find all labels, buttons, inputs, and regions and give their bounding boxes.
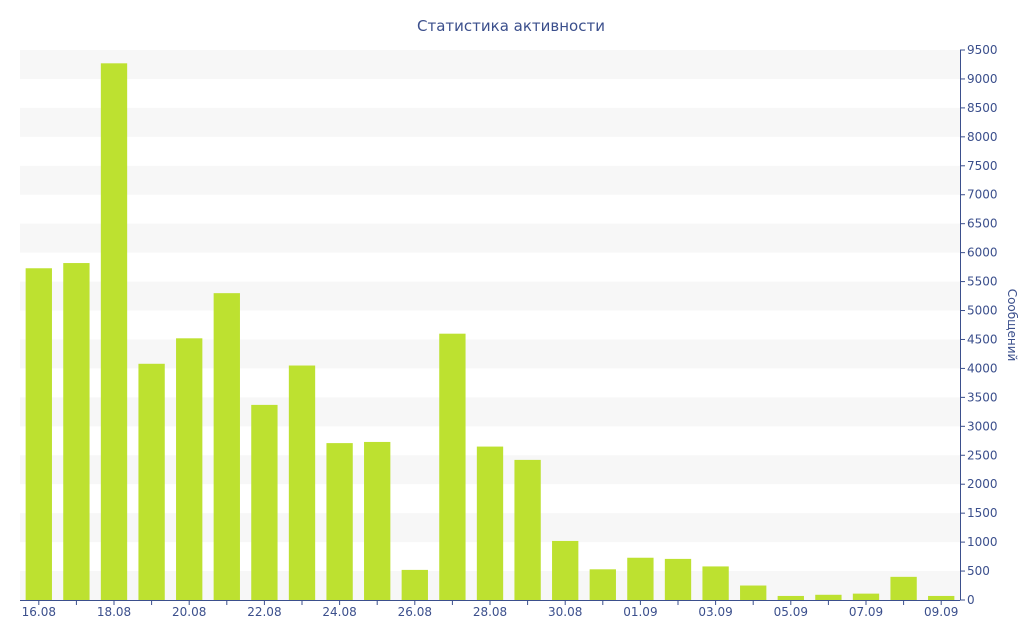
chart-title: Статистика активности xyxy=(417,17,605,35)
y-axis-label: Сообщений xyxy=(1005,289,1019,362)
bar xyxy=(251,404,278,600)
y-tick-label: 6500 xyxy=(967,217,998,231)
bar xyxy=(213,293,240,600)
bar-series xyxy=(25,63,955,600)
bar xyxy=(63,263,90,600)
y-tick-label: 2000 xyxy=(967,477,998,491)
x-tick-label: 03.09 xyxy=(698,605,732,619)
bar xyxy=(552,540,579,600)
bar xyxy=(100,63,128,600)
y-tick-label: 0 xyxy=(967,593,975,607)
y-tick-label: 7000 xyxy=(967,188,998,202)
y-tick-label: 7500 xyxy=(967,159,998,173)
x-tick-label: 20.08 xyxy=(172,605,206,619)
bar xyxy=(740,585,767,600)
y-tick-label: 9000 xyxy=(967,72,998,86)
x-tick-label: 07.09 xyxy=(849,605,883,619)
y-tick-label: 500 xyxy=(967,564,990,578)
y-tick-label: 2500 xyxy=(967,448,998,462)
grid-band xyxy=(20,281,960,311)
y-tick-label: 1000 xyxy=(967,535,998,549)
bar xyxy=(777,595,804,600)
bar xyxy=(890,576,917,600)
bar xyxy=(326,443,353,600)
grid-band xyxy=(20,165,960,195)
y-tick-label: 6000 xyxy=(967,246,998,260)
bar xyxy=(364,441,391,600)
y-tick-label: 8500 xyxy=(967,101,998,115)
bar xyxy=(928,595,955,600)
bar xyxy=(852,593,880,600)
x-tick-label: 26.08 xyxy=(398,605,432,619)
grid-band xyxy=(20,223,960,253)
bar xyxy=(815,594,842,600)
bar xyxy=(702,566,729,600)
x-tick-label: 22.08 xyxy=(247,605,281,619)
grid-band xyxy=(20,50,960,79)
x-tick-label: 18.08 xyxy=(97,605,131,619)
bar xyxy=(476,446,504,600)
y-tick-label: 1500 xyxy=(967,506,998,520)
bar xyxy=(589,569,616,600)
x-tick-label: 09.09 xyxy=(924,605,958,619)
y-tick-label: 8000 xyxy=(967,130,998,144)
y-tick-label: 5000 xyxy=(967,304,998,318)
y-tick-label: 9500 xyxy=(967,43,998,57)
bar xyxy=(25,268,52,600)
bar xyxy=(401,569,428,600)
x-tick-label: 01.09 xyxy=(623,605,657,619)
y-tick-label: 4000 xyxy=(967,361,998,375)
x-tick-label: 30.08 xyxy=(548,605,582,619)
y-tick-label: 3000 xyxy=(967,419,998,433)
bar xyxy=(627,557,654,600)
bar xyxy=(138,363,165,600)
bar xyxy=(664,558,692,600)
bar xyxy=(176,338,203,600)
bar xyxy=(439,333,466,600)
x-axis: 16.08 18.08 20.08 22.08 24.08 26.08 28.08 30.08… xyxy=(20,600,960,619)
x-tick-label: 16.08 xyxy=(22,605,56,619)
grid-band xyxy=(20,107,960,137)
x-tick-label: 24.08 xyxy=(322,605,356,619)
y-tick-label: 5500 xyxy=(967,275,998,289)
bar xyxy=(514,459,541,600)
y-axis: 0 500 1000 1500 2000 2500 3000 3500 4000 4500 5000… xyxy=(960,43,998,607)
y-tick-label: 3500 xyxy=(967,390,998,404)
y-tick-label: 4500 xyxy=(967,332,998,346)
x-tick-label: 28.08 xyxy=(473,605,507,619)
x-tick-label: 05.09 xyxy=(774,605,808,619)
bar xyxy=(288,365,316,600)
